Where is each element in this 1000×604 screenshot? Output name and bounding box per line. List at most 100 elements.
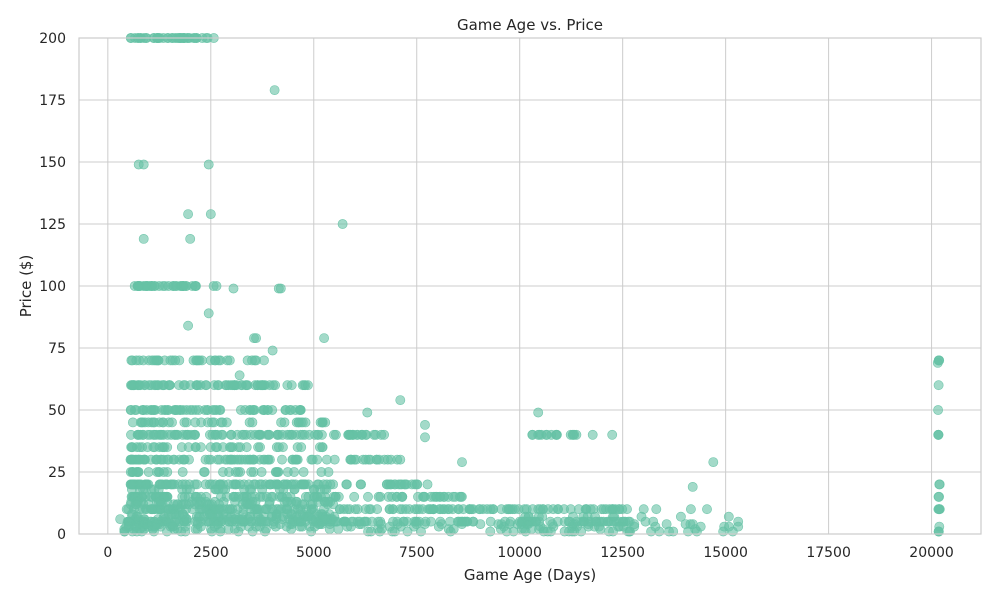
scatter-point [148, 417, 159, 428]
scatter-point [425, 491, 436, 502]
scatter-point [189, 429, 200, 440]
scatter-point [162, 429, 173, 440]
scatter-point [137, 442, 147, 453]
scatter-point [321, 454, 332, 465]
scatter-point [160, 281, 170, 291]
scatter-point [258, 454, 269, 465]
y-tick-label: 25 [48, 465, 66, 481]
scatter-point [203, 308, 214, 319]
scatter-point [172, 499, 182, 510]
scatter-point [307, 499, 318, 510]
x-tick-label: 0 [103, 545, 112, 561]
scatter-point [329, 429, 339, 440]
scatter-point [126, 355, 137, 366]
scatter-point [349, 491, 360, 502]
scatter-point [533, 407, 544, 418]
scatter-point [337, 219, 348, 229]
scatter-point [485, 526, 496, 537]
scatter-point [568, 429, 579, 440]
scatter-point [291, 496, 302, 507]
scatter-point [314, 442, 325, 453]
scatter-point [307, 454, 318, 465]
scatter-point [425, 504, 436, 515]
x-tick-label: 17500 [806, 545, 851, 561]
scatter-point [395, 504, 405, 515]
scatter-point [578, 511, 589, 522]
scatter-point [723, 511, 734, 522]
scatter-point [345, 521, 356, 532]
scatter-point [201, 380, 212, 391]
scatter-point [420, 432, 430, 443]
scatter-point [247, 526, 258, 537]
scatter-point [533, 511, 544, 522]
scatter-point [373, 491, 384, 502]
x-tick-label: 5000 [296, 545, 332, 561]
scatter-point [523, 511, 534, 522]
scatter-point [244, 405, 255, 415]
scatter-point [278, 484, 289, 495]
scatter-point [185, 233, 196, 244]
scatter-point [364, 504, 375, 515]
scatter-point [180, 499, 191, 510]
scatter-point [343, 429, 354, 440]
scatter-point [218, 496, 229, 507]
scatter-point [115, 514, 126, 524]
x-tick-label: 15000 [703, 545, 748, 561]
scatter-point [319, 496, 330, 507]
scatter-point [157, 442, 168, 453]
scatter-point [443, 491, 454, 502]
y-tick-label: 75 [48, 341, 66, 357]
scatter-point [538, 526, 549, 537]
scatter-point [255, 380, 266, 391]
scatter-point [638, 504, 649, 515]
scatter-point [342, 504, 353, 515]
scatter-point [205, 209, 216, 219]
scatter-point [488, 504, 499, 515]
scatter-point [268, 380, 278, 391]
scatter-point [296, 417, 306, 428]
scatter-point [413, 491, 423, 502]
scatter-point [395, 395, 406, 405]
scatter-point [279, 496, 290, 507]
scatter-point [205, 355, 216, 366]
scatter-point [158, 511, 169, 522]
scatter-point [695, 521, 706, 532]
scatter-point [501, 504, 512, 515]
plot-frame [78, 37, 982, 535]
y-axis-label: Price ($) [17, 255, 35, 318]
scatter-point [260, 526, 270, 537]
scatter-point [203, 159, 214, 170]
scatter-point [383, 491, 394, 502]
scatter-point [341, 479, 352, 490]
scatter-point [475, 519, 486, 529]
scatter-point [126, 380, 136, 391]
scatter-point [171, 281, 182, 291]
scatter-point [183, 442, 194, 453]
scatter-point [411, 479, 422, 490]
scatter-point [282, 429, 293, 440]
scatter-point [541, 429, 552, 440]
scatter-point [363, 491, 373, 502]
scatter-point [202, 405, 213, 415]
scatter-point [235, 405, 246, 415]
scatter-point [191, 511, 202, 522]
scatter-point [289, 484, 300, 495]
scatter-point [133, 429, 144, 440]
scatter-point [376, 524, 387, 534]
scatter-point [295, 429, 306, 440]
scatter-point [178, 509, 188, 520]
scatter-point [183, 320, 193, 331]
scatter-point [277, 454, 287, 465]
scatter-point [323, 467, 334, 477]
scatter-point [702, 504, 712, 515]
scatter-point [623, 526, 633, 537]
scatter-point [155, 496, 166, 507]
scatter-point [205, 442, 216, 453]
scatter-point [233, 467, 243, 477]
scatter-point [932, 357, 943, 368]
scatter-point [934, 491, 944, 502]
scatter-point [317, 417, 328, 428]
scatter-point [933, 526, 944, 537]
scatter-point [167, 479, 178, 490]
scatter-point [356, 479, 366, 490]
